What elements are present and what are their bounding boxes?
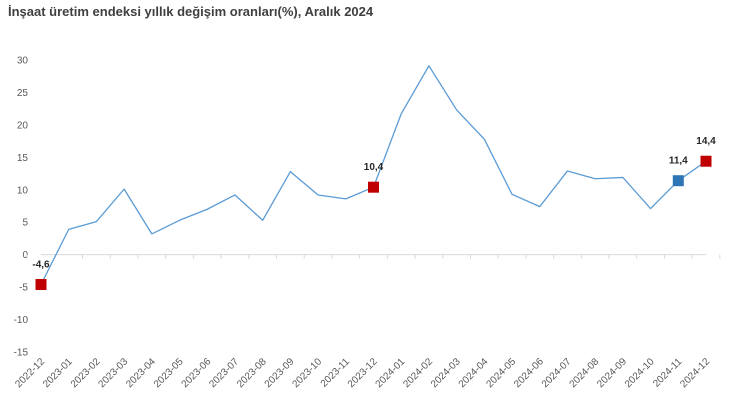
x-tick-label: 2023-06	[180, 356, 214, 390]
x-tick-label: 2024-06	[512, 356, 546, 390]
x-tick-label: 2023-07	[207, 356, 241, 390]
y-tick-label: 15	[17, 153, 29, 164]
x-tick-label: 2024-12	[678, 356, 712, 390]
y-tick-label: -5	[19, 283, 28, 294]
highlight-marker	[700, 155, 712, 167]
y-tick-label: -15	[14, 348, 29, 359]
y-tick-label: 30	[17, 56, 29, 67]
highlight-marker	[368, 181, 379, 193]
x-tick-label: 2024-01	[374, 356, 408, 390]
highlight-marker	[35, 279, 47, 291]
x-axis: 2022-122023-012023-022023-032023-042023-…	[13, 254, 721, 390]
series-line	[40, 65, 707, 285]
x-tick-label: 2024-03	[429, 356, 463, 390]
markers: -4,6 10,4 11,4 14,4	[32, 136, 716, 291]
y-tick-label: 10	[17, 185, 29, 196]
data-label: 11,4	[669, 156, 688, 167]
x-tick-label: 2024-10	[623, 356, 657, 390]
chart-title: İnşaat üretim endeksi yıllık değişim ora…	[8, 4, 374, 19]
x-tick-label: 2023-02	[69, 356, 103, 390]
y-tick-label: 0	[22, 250, 28, 261]
x-tick-label: 2024-05	[484, 356, 518, 390]
x-tick-label: 2024-08	[568, 356, 602, 390]
x-tick-label: 2023-03	[97, 356, 131, 390]
y-tick-label: 5	[22, 218, 28, 229]
x-tick-label: 2024-09	[595, 356, 629, 390]
x-tick-label: 2023-12	[346, 356, 380, 390]
x-tick-label: 2024-02	[401, 356, 435, 390]
x-tick-label: 2023-01	[41, 356, 75, 390]
y-tick-label: 25	[17, 88, 29, 99]
y-tick-label: -10	[14, 315, 29, 326]
data-label: 14,4	[696, 136, 716, 147]
x-tick-label: 2023-10	[290, 356, 324, 390]
x-tick-label: 2024-04	[457, 356, 491, 390]
data-label: 10,4	[364, 162, 384, 173]
x-tick-label: 2022-12	[13, 356, 47, 390]
x-tick-label: 2024-07	[540, 356, 574, 390]
x-tick-label: 2023-04	[124, 356, 158, 390]
x-tick-label: 2023-09	[263, 356, 297, 390]
highlight-marker	[672, 175, 684, 187]
y-tick-label: 20	[17, 120, 29, 131]
data-label: -4,6	[32, 260, 50, 271]
series	[40, 65, 707, 285]
x-tick-label: 2023-08	[235, 356, 269, 390]
y-axis: -15 -10 -5 0 5 10 15 20 25 30	[14, 56, 29, 359]
x-tick-label: 2023-05	[152, 356, 186, 390]
